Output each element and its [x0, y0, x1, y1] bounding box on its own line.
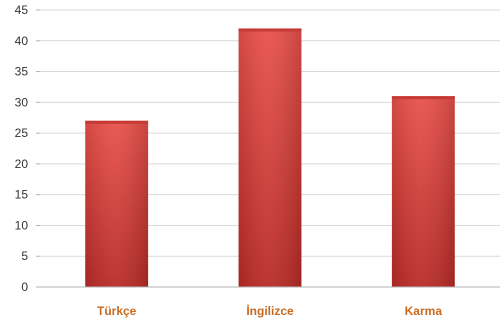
x-category-label: Türkçe — [97, 304, 137, 318]
x-axis-labels: Türkçe İngilizce Karma — [97, 303, 442, 318]
bar-shade — [85, 120, 149, 287]
y-tick-label: 35 — [15, 65, 29, 79]
y-tick-label: 15 — [15, 188, 29, 202]
bar — [85, 120, 149, 287]
y-tick-label: 10 — [15, 218, 29, 232]
bar-shade — [238, 28, 302, 287]
y-tick-label: 25 — [15, 126, 29, 140]
bar-cap — [391, 96, 455, 100]
y-axis-ticks: 0 5 10 15 20 25 30 35 40 45 — [15, 3, 40, 294]
y-tick-label: 45 — [15, 3, 29, 17]
y-tick-label: 20 — [15, 157, 29, 171]
y-tick-label: 5 — [21, 249, 28, 263]
bar-cap — [85, 120, 149, 124]
bar-cap — [238, 28, 302, 32]
bar-shade — [391, 96, 455, 287]
x-category-label: İngilizce — [246, 303, 294, 318]
x-category-label: Karma — [405, 304, 443, 318]
bar — [391, 96, 455, 287]
y-tick-label: 30 — [15, 95, 29, 109]
y-tick-label: 0 — [21, 280, 28, 294]
bar — [238, 28, 302, 287]
y-tick-label: 40 — [15, 34, 29, 48]
bars — [85, 28, 455, 287]
